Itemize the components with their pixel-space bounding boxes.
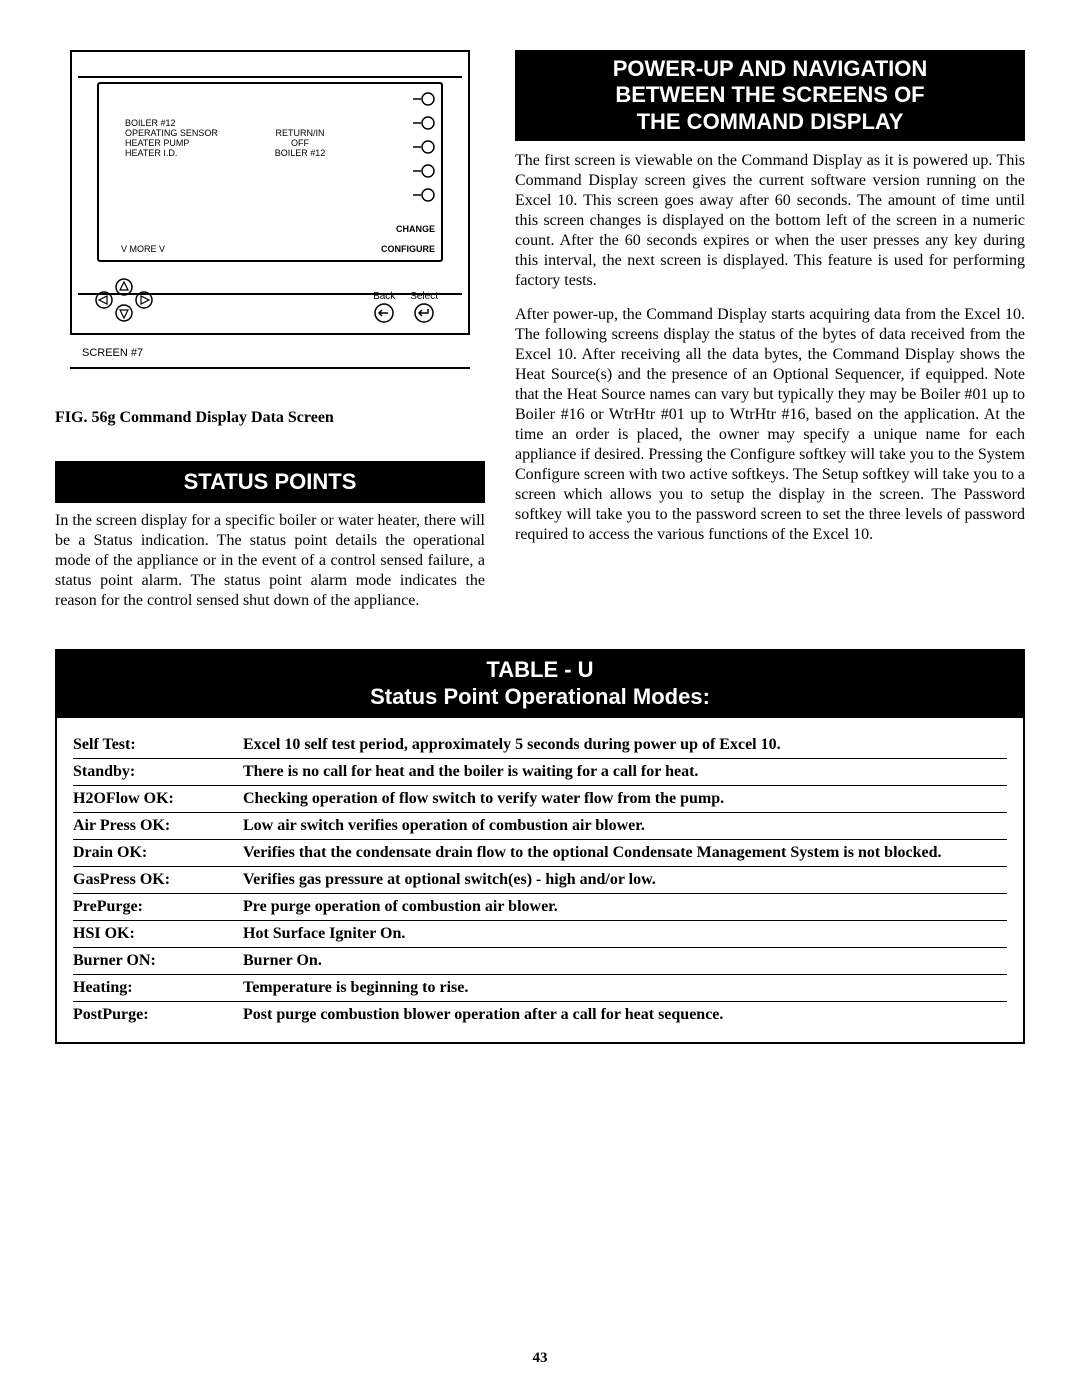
arrow-keypad-icon [92, 278, 156, 322]
table-row: PostPurge: Post purge combustion blower … [73, 1002, 1007, 1028]
status-points-heading: STATUS POINTS [55, 461, 485, 503]
back-label: Back [372, 291, 396, 302]
powerup-heading: POWER-UP AND NAVIGATION BETWEEN THE SCRE… [515, 50, 1025, 141]
frame-bottom-rule [70, 367, 470, 369]
two-column-layout: BOILER #12 OPERATING SENSOR RETURN/IN HE… [55, 50, 1025, 625]
mode-desc: Hot Surface Igniter On. [243, 925, 1007, 943]
lcd-panel: BOILER #12 OPERATING SENSOR RETURN/IN HE… [97, 82, 443, 262]
left-column: BOILER #12 OPERATING SENSOR RETURN/IN HE… [55, 50, 485, 625]
select-button-group: Select [410, 291, 438, 327]
lcd-footer-more: V MORE V [121, 244, 165, 254]
mode-term: Drain OK: [73, 844, 243, 862]
screen-top-rule [78, 58, 462, 78]
lcd-row: HEATER PUMP OFF [125, 138, 435, 148]
table-row: PrePurge: Pre purge operation of combust… [73, 894, 1007, 921]
mode-term: PrePurge: [73, 898, 243, 916]
mode-term: Heating: [73, 979, 243, 997]
table-row: Standby: There is no call for heat and t… [73, 759, 1007, 786]
mode-term: Self Test: [73, 736, 243, 754]
lcd-cell-right [255, 118, 345, 128]
side-button-icon [413, 90, 435, 108]
back-button-group: Back [372, 291, 396, 327]
mode-desc: Verifies that the condensate drain flow … [243, 844, 1007, 862]
mode-desc: Low air switch verifies operation of com… [243, 817, 1007, 835]
select-enter-icon [412, 302, 436, 324]
mode-term: HSI OK: [73, 925, 243, 943]
mode-desc: Burner On. [243, 952, 1007, 970]
mode-desc: There is no call for heat and the boiler… [243, 763, 1007, 781]
lcd-cell-left: OPERATING SENSOR [125, 128, 255, 138]
lcd-configure-label: CONFIGURE [381, 244, 435, 254]
figure-caption: FIG. 56g Command Display Data Screen [55, 409, 485, 427]
table-row: Burner ON: Burner On. [73, 948, 1007, 975]
side-button-icon [413, 162, 435, 180]
lcd-cell-left: BOILER #12 [125, 118, 255, 128]
modes-table: Self Test: Excel 10 self test period, ap… [55, 718, 1025, 1044]
mode-term: H2OFlow OK: [73, 790, 243, 808]
page: BOILER #12 OPERATING SENSOR RETURN/IN HE… [0, 0, 1080, 1397]
mode-desc: Checking operation of flow switch to ver… [243, 790, 1007, 808]
lcd-cell-right: RETURN/IN [255, 128, 345, 138]
powerup-heading-line2: BETWEEN THE SCREENS OF [525, 82, 1015, 108]
side-button-icon [413, 138, 435, 156]
lcd-cell-left: HEATER PUMP [125, 138, 255, 148]
screen-number-label: SCREEN #7 [82, 347, 143, 359]
side-button-icon [413, 114, 435, 132]
table-row: H2OFlow OK: Checking operation of flow s… [73, 786, 1007, 813]
mode-desc: Temperature is beginning to rise. [243, 979, 1007, 997]
arrow-keypad [92, 278, 156, 327]
command-display-screen: BOILER #12 OPERATING SENSOR RETURN/IN HE… [70, 50, 470, 335]
table-row: HSI OK: Hot Surface Igniter On. [73, 921, 1007, 948]
table-row: Heating: Temperature is beginning to ris… [73, 975, 1007, 1002]
side-button-icon [413, 186, 435, 204]
lcd-cell-right: BOILER #12 [255, 148, 345, 158]
table-row: Self Test: Excel 10 self test period, ap… [73, 732, 1007, 759]
right-column: POWER-UP AND NAVIGATION BETWEEN THE SCRE… [515, 50, 1025, 625]
status-points-text: In the screen display for a specific boi… [55, 511, 485, 611]
back-arrow-icon [372, 302, 396, 324]
mode-term: Burner ON: [73, 952, 243, 970]
back-select-buttons: Back Select [372, 291, 438, 327]
mode-term: GasPress OK: [73, 871, 243, 889]
lcd-row: BOILER #12 [125, 118, 435, 128]
table-row: GasPress OK: Verifies gas pressure at op… [73, 867, 1007, 894]
lcd-row: HEATER I.D. BOILER #12 [125, 148, 435, 158]
status-points-paragraph: In the screen display for a specific boi… [55, 511, 485, 611]
powerup-body: The first screen is viewable on the Comm… [515, 151, 1025, 545]
powerup-heading-line1: POWER-UP AND NAVIGATION [525, 56, 1015, 82]
mode-term: PostPurge: [73, 1006, 243, 1024]
mode-desc: Pre purge operation of combustion air bl… [243, 898, 1007, 916]
mode-term: Air Press OK: [73, 817, 243, 835]
powerup-para1: The first screen is viewable on the Comm… [515, 151, 1025, 291]
lcd-cell-right: OFF [255, 138, 345, 148]
table-row: Drain OK: Verifies that the condensate d… [73, 840, 1007, 867]
powerup-heading-line3: THE COMMAND DISPLAY [525, 109, 1015, 135]
select-label: Select [410, 291, 438, 302]
page-number: 43 [55, 1350, 1025, 1367]
table-u-heading: TABLE - U Status Point Operational Modes… [55, 649, 1025, 718]
mode-desc: Excel 10 self test period, approximately… [243, 736, 1007, 754]
powerup-para2: After power-up, the Command Display star… [515, 305, 1025, 545]
mode-term: Standby: [73, 763, 243, 781]
mode-desc: Post purge combustion blower operation a… [243, 1006, 1007, 1024]
lcd-change-label: CHANGE [396, 224, 435, 234]
lcd-row: OPERATING SENSOR RETURN/IN [125, 128, 435, 138]
table-u-title: TABLE - U [55, 657, 1025, 683]
table-u-subtitle: Status Point Operational Modes: [55, 684, 1025, 710]
mode-desc: Verifies gas pressure at optional switch… [243, 871, 1007, 889]
lcd-cell-left: HEATER I.D. [125, 148, 255, 158]
side-button-circles [413, 90, 435, 204]
table-row: Air Press OK: Low air switch verifies op… [73, 813, 1007, 840]
